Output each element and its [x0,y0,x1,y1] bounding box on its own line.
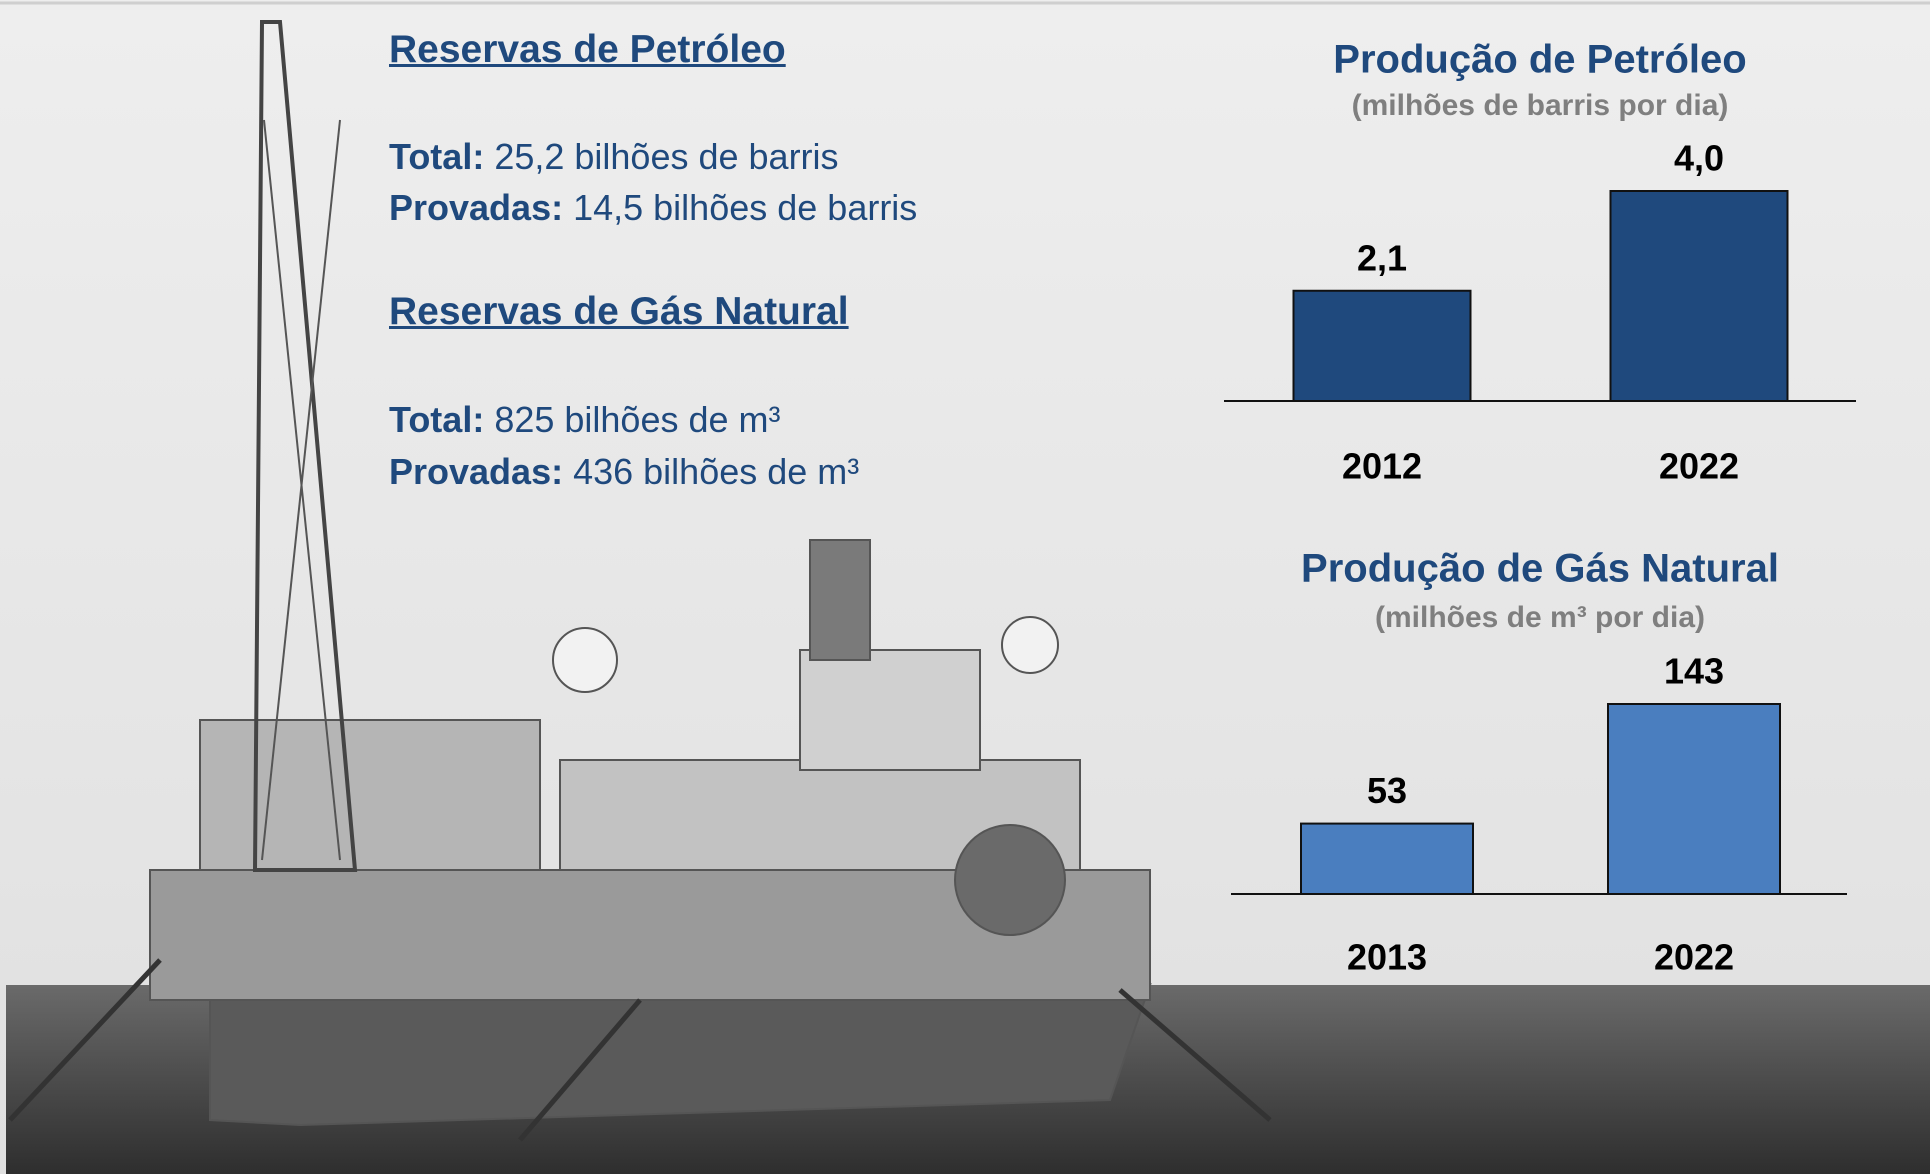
chart-title: Produção de Petróleo [1333,38,1746,82]
category-label: 2012 [1342,446,1422,487]
bar [1611,191,1788,401]
label: Total: [389,136,484,177]
value-label: 2,1 [1357,237,1407,278]
infographic: Produção de Petróleo (milhões de barris p… [0,0,1930,1174]
value-label: 4,0 [1674,138,1724,179]
gas-total: Total: 825 bilhões de m³ [389,399,781,441]
bar [1294,291,1471,401]
oil-total: Total: 25,2 bilhões de barris [389,136,839,178]
category-label: 2013 [1347,937,1427,978]
value: 25,2 bilhões de barris [494,136,838,177]
chart-subtitle: (milhões de m³ por dia) [1375,601,1705,634]
value-label: 143 [1664,651,1724,692]
category-label: 2022 [1654,937,1734,978]
label: Total: [389,399,484,440]
page: Produção de Petróleo (milhões de barris p… [0,0,1930,1174]
label: Provadas: [389,187,563,228]
gas-proven: Provadas: 436 bilhões de m³ [389,451,859,493]
category-label: 2022 [1659,446,1739,487]
chart-subtitle: (milhões de barris por dia) [1352,89,1729,122]
chart-title: Produção de Gás Natural [1301,547,1779,591]
bar [1301,824,1473,894]
value: 14,5 bilhões de barris [573,187,917,228]
value: 436 bilhões de m³ [573,451,859,492]
label: Provadas: [389,451,563,492]
value-label: 53 [1367,770,1407,811]
oil-reserves-title: Reservas de Petróleo [389,28,786,72]
bar [1608,704,1780,894]
oil-proven: Provadas: 14,5 bilhões de barris [389,187,917,229]
value: 825 bilhões de m³ [494,399,780,440]
gas-reserves-title: Reservas de Gás Natural [389,290,849,334]
